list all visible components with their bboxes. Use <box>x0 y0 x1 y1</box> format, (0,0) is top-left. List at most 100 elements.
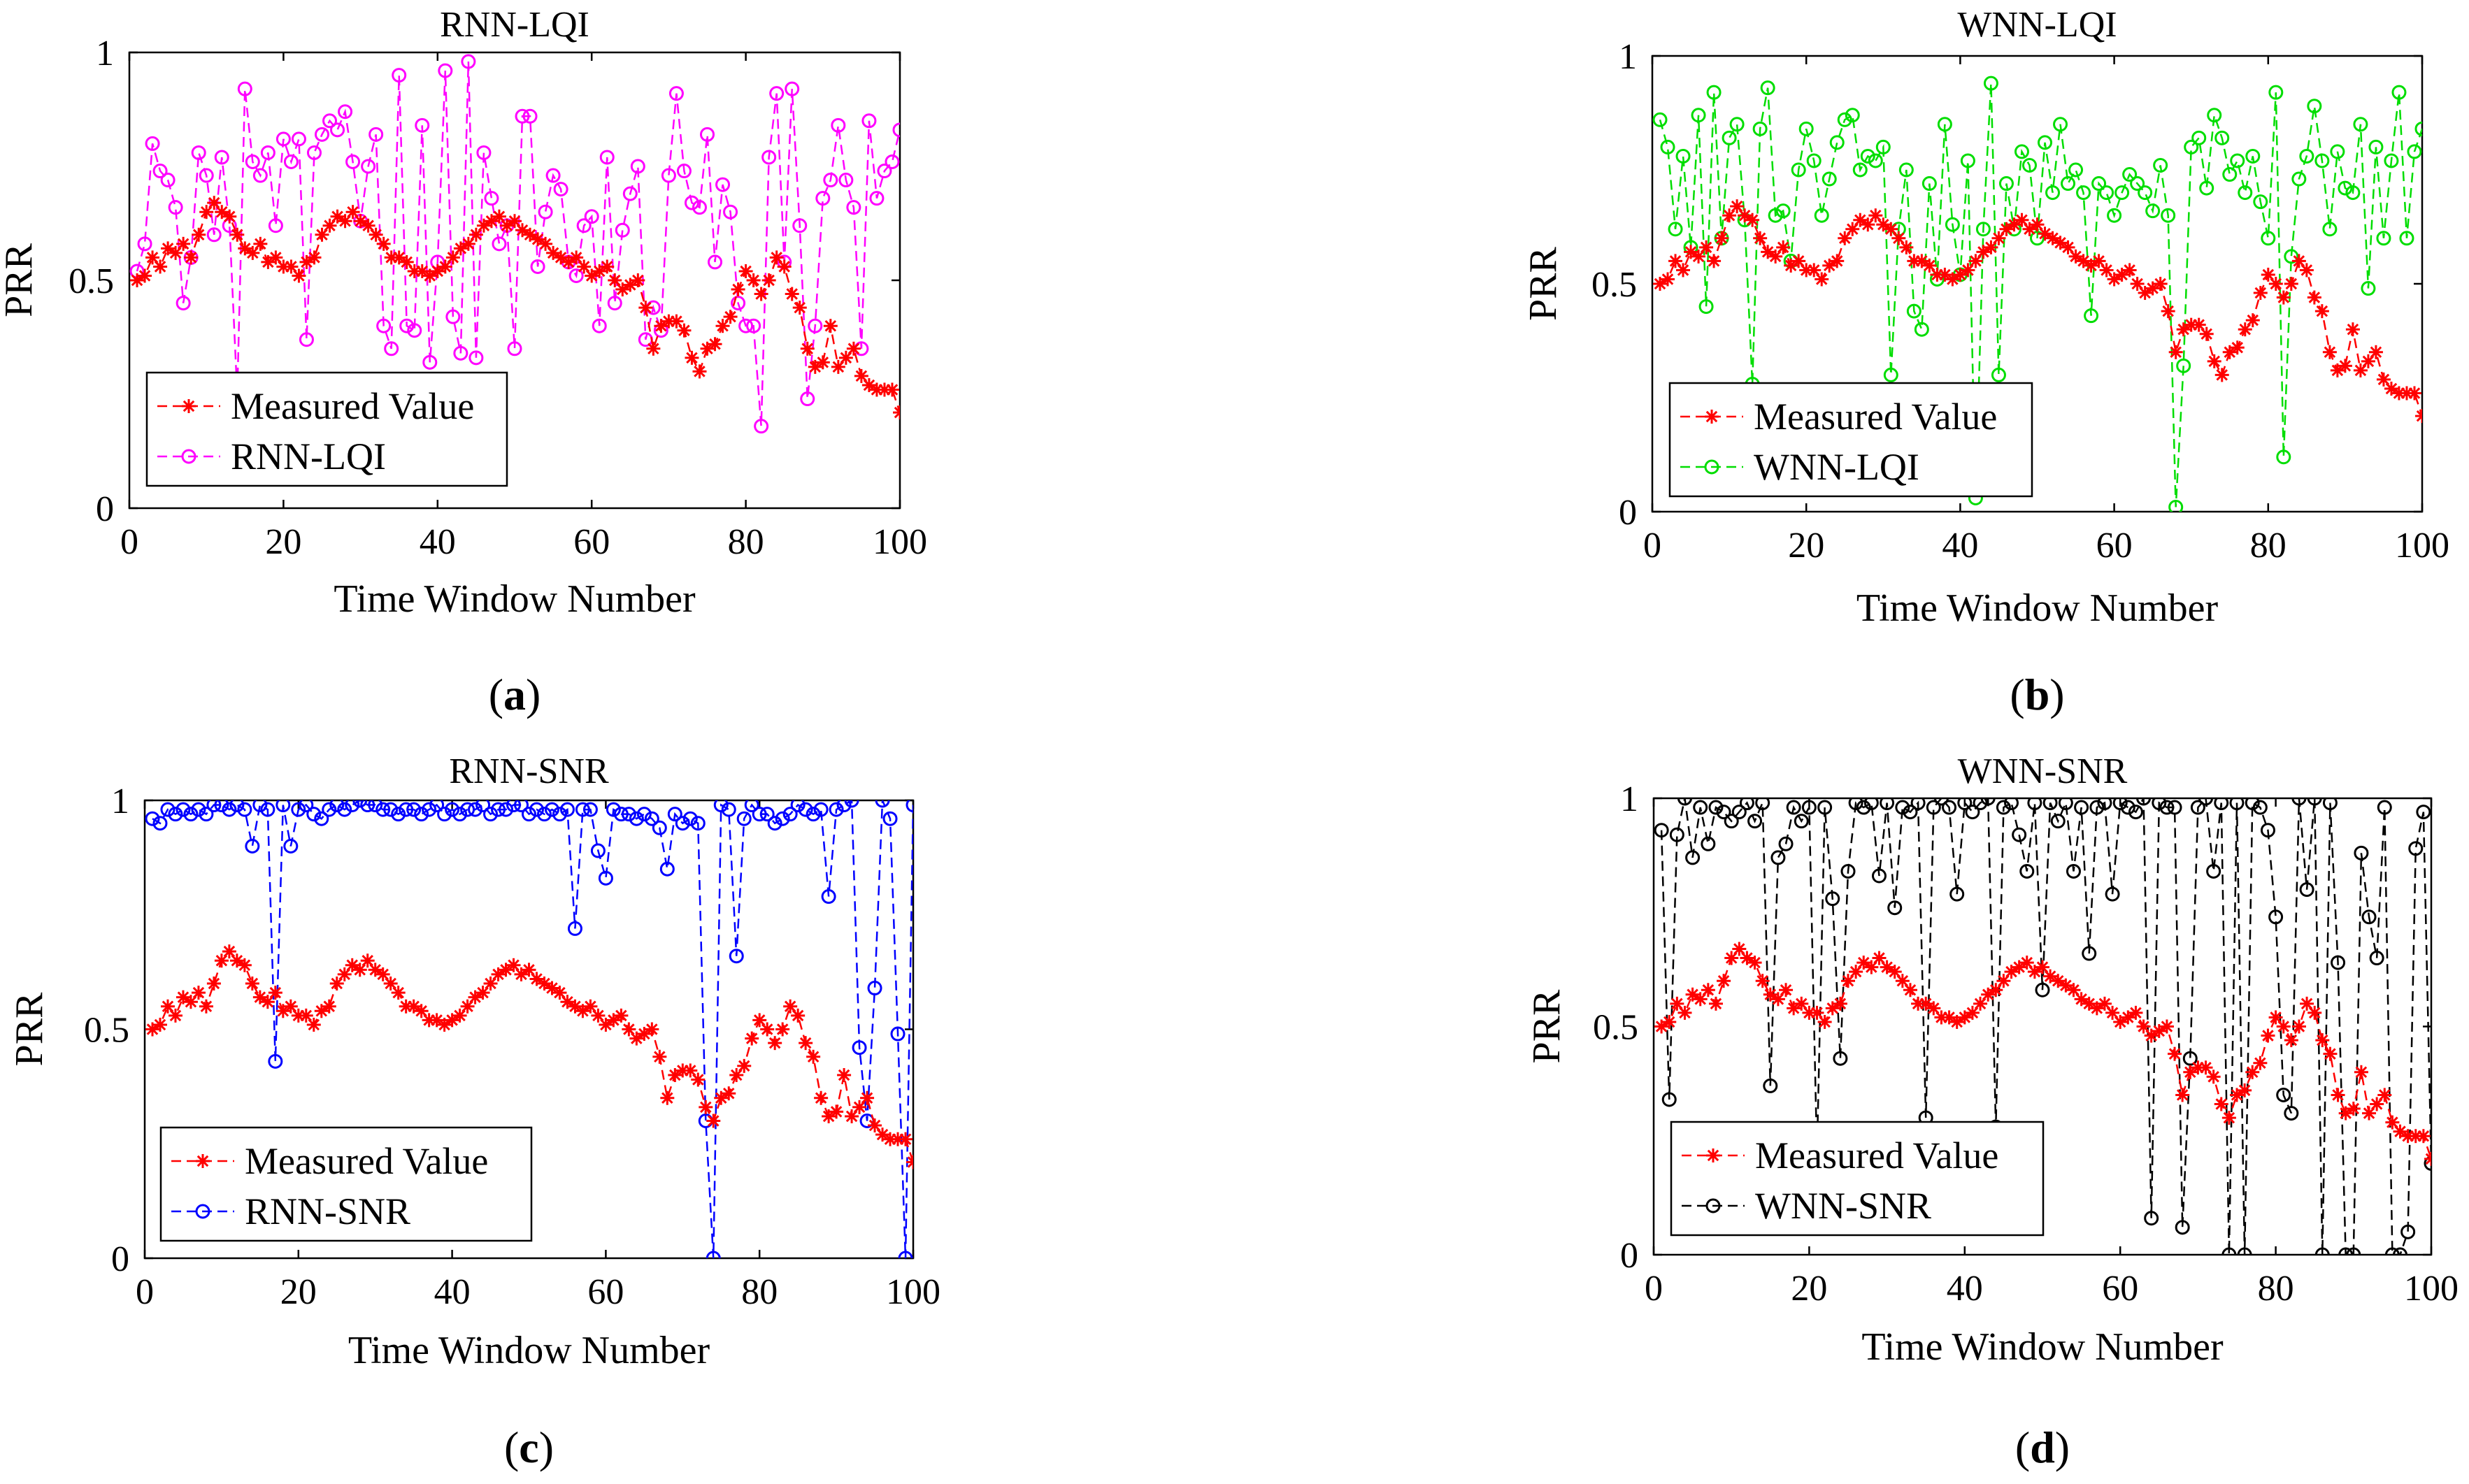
data-point <box>2050 814 2066 829</box>
data-point <box>552 986 567 1000</box>
data-point <box>592 264 607 278</box>
data-point <box>1861 217 1875 232</box>
data-point <box>792 218 808 233</box>
data-point <box>229 953 244 968</box>
data-point <box>761 150 777 165</box>
legend-box <box>159 1126 533 1242</box>
data-point <box>2152 1024 2166 1039</box>
data-point <box>2097 996 2112 1011</box>
data-point <box>1722 208 1737 223</box>
data-point <box>1919 996 1933 1011</box>
data-point <box>2407 386 2421 401</box>
data-point <box>2322 222 2338 237</box>
data-point <box>2268 85 2284 100</box>
legend-label: RNN-LQI <box>231 435 386 477</box>
data-point <box>2284 1106 2299 1121</box>
data-point <box>399 318 415 333</box>
data-point <box>2276 290 2291 305</box>
legend-label: Measured Value <box>245 1140 488 1182</box>
data-point <box>2261 1028 2275 1043</box>
data-point <box>252 800 268 813</box>
data-point <box>499 963 513 977</box>
data-point <box>214 953 229 968</box>
data-point <box>2114 185 2130 201</box>
data-point <box>598 870 613 886</box>
x-tick-label: 40 <box>434 1272 471 1312</box>
x-tick-label: 60 <box>573 522 610 562</box>
data-point <box>692 200 707 215</box>
data-point <box>2393 1124 2407 1139</box>
data-point <box>2345 185 2361 201</box>
data-point <box>731 282 745 297</box>
data-point <box>2361 354 2375 368</box>
data-point <box>882 811 898 826</box>
data-point <box>2245 1065 2260 1079</box>
legend-marker <box>181 449 196 464</box>
data-point <box>1791 162 1806 178</box>
data-point <box>1654 823 1669 838</box>
data-point <box>822 1109 836 1123</box>
data-point <box>1837 112 1852 127</box>
data-point <box>831 117 846 133</box>
data-point <box>2152 798 2167 811</box>
data-point <box>1715 231 1729 245</box>
data-point <box>245 245 260 260</box>
data-point <box>2122 263 2137 278</box>
data-point <box>283 839 299 853</box>
data-point <box>260 145 275 160</box>
data-point <box>544 802 559 817</box>
data-point <box>752 1013 767 1028</box>
data-point <box>1991 231 2006 245</box>
data-point <box>2323 1046 2338 1061</box>
data-point <box>1910 798 1926 811</box>
data-point <box>268 986 282 1000</box>
data-point <box>222 209 237 224</box>
data-point <box>2253 286 2268 301</box>
data-point <box>1806 153 1822 168</box>
data-point <box>2099 263 2114 278</box>
data-point <box>322 999 336 1014</box>
data-point <box>2237 1247 2252 1255</box>
data-point <box>214 150 229 165</box>
data-point <box>1838 231 1852 245</box>
data-point <box>2276 449 2291 465</box>
data-point <box>1786 800 1801 815</box>
data-point <box>383 977 398 990</box>
data-point <box>2027 798 2042 811</box>
data-point <box>491 967 506 981</box>
data-point <box>214 800 229 813</box>
data-point <box>429 800 445 813</box>
data-point <box>2198 798 2214 806</box>
data-point <box>2053 117 2068 132</box>
x-tick-label: 40 <box>1947 1269 1983 1309</box>
data-point <box>475 800 491 813</box>
data-point <box>2199 326 2214 341</box>
data-point <box>800 341 815 356</box>
data-point <box>2038 135 2053 150</box>
data-point <box>2330 144 2345 159</box>
data-point <box>2230 153 2245 168</box>
data-point <box>1945 217 1960 232</box>
data-point <box>1822 171 1837 187</box>
data-point <box>1815 272 1829 287</box>
data-point <box>2084 258 2098 273</box>
data-point <box>1731 805 1747 820</box>
data-point <box>2168 345 2183 359</box>
data-point <box>791 1008 806 1023</box>
data-point <box>2190 800 2205 815</box>
data-point <box>2384 381 2398 396</box>
data-point <box>430 264 445 278</box>
data-point <box>1860 148 1875 164</box>
data-point <box>360 800 375 813</box>
data-point <box>714 1090 729 1105</box>
x-tick-label: 80 <box>741 1272 778 1312</box>
data-point <box>729 949 744 964</box>
data-point <box>1884 222 1898 236</box>
data-point <box>785 287 799 301</box>
data-point <box>684 195 699 210</box>
data-point <box>2368 345 2383 359</box>
data-point <box>291 802 306 817</box>
data-point <box>1698 299 1714 315</box>
data-point <box>452 1008 467 1023</box>
data-point <box>2076 185 2091 201</box>
